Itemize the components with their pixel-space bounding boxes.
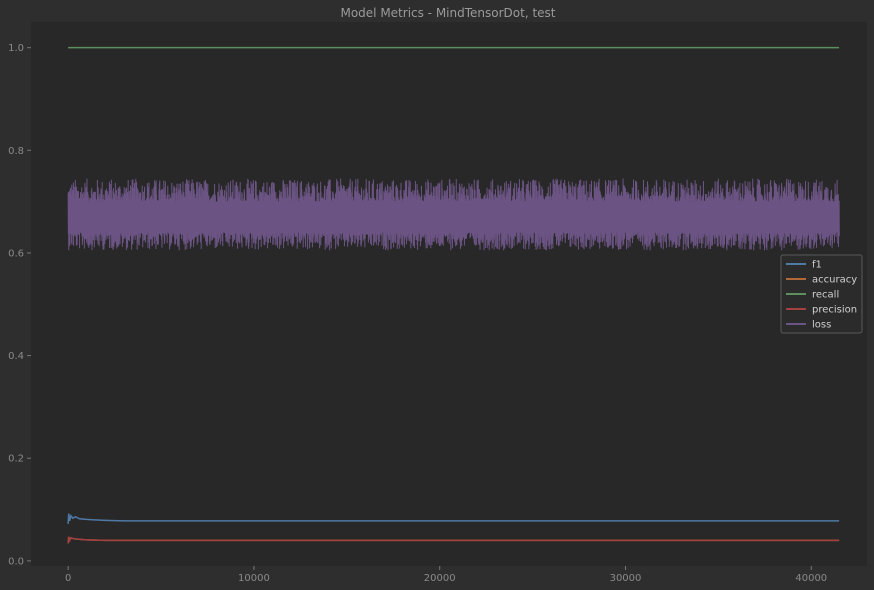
- legend-box: [780, 254, 863, 334]
- x-tick-label: 20000: [424, 573, 456, 584]
- chart-title: Model Metrics - MindTensorDot, test: [340, 6, 555, 20]
- series-line-precision: [67, 536, 840, 544]
- y-tick-label: 0.4: [8, 351, 24, 362]
- legend-label-loss: loss: [812, 320, 831, 331]
- legend-label-recall: recall: [812, 290, 839, 301]
- y-tick-label: 0.2: [8, 454, 24, 465]
- legend-label-accuracy: accuracy: [812, 275, 857, 286]
- x-tick-label: 0: [65, 573, 71, 584]
- y-tick-label: 0.8: [8, 146, 24, 157]
- y-tick-label: 1.0: [8, 43, 24, 54]
- plot-area: [31, 22, 867, 566]
- x-tick-label: 10000: [238, 573, 270, 584]
- legend-label-precision: precision: [812, 305, 857, 316]
- series-line-loss: [67, 178, 840, 251]
- x-tick-label: 30000: [610, 573, 642, 584]
- legend-label-f1: f1: [812, 260, 822, 271]
- series-line-f1: [67, 513, 840, 524]
- y-tick-label: 0.0: [8, 556, 24, 567]
- y-tick-label: 0.6: [8, 248, 24, 259]
- x-tick-label: 40000: [795, 573, 827, 584]
